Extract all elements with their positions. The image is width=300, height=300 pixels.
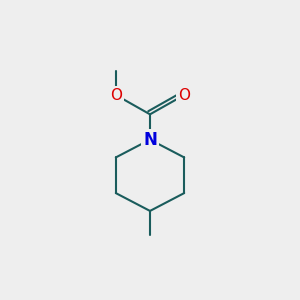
Text: O: O: [110, 88, 122, 103]
Text: N: N: [143, 130, 157, 148]
Text: O: O: [178, 88, 190, 103]
